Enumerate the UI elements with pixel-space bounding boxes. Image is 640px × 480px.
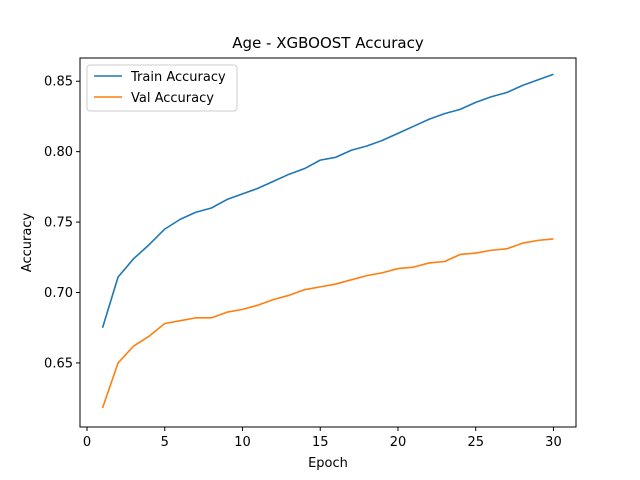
legend-label-train: Train Accuracy	[130, 70, 226, 85]
series-line-val-accuracy	[101, 238, 554, 409]
chart-title: Age - XGBOOST Accuracy	[232, 34, 424, 52]
x-tick-label: 30	[545, 435, 562, 450]
plot-lines	[101, 73, 554, 409]
x-tick-label: 20	[390, 435, 407, 450]
y-tick-label: 0.85	[44, 75, 73, 90]
series-line-train-accuracy	[101, 73, 554, 328]
x-tick-label: 5	[161, 435, 169, 450]
y-tick-label: 0.75	[44, 216, 73, 231]
x-tick-label: 10	[234, 435, 251, 450]
x-axis-label: Epoch	[308, 456, 348, 471]
x-tick-label: 25	[467, 435, 484, 450]
plot-frame	[79, 57, 577, 428]
y-tick-label: 0.80	[44, 145, 73, 160]
y-axis-ticks: 0.65 0.70 0.75 0.80 0.85	[44, 75, 80, 371]
y-tick-label: 0.70	[44, 286, 73, 301]
legend-label-val: Val Accuracy	[131, 91, 214, 106]
legend-box	[86, 64, 238, 112]
x-tick-label: 0	[83, 435, 91, 450]
y-axis-label: Accuracy	[20, 213, 35, 273]
x-tick-label: 15	[312, 435, 329, 450]
y-tick-label: 0.65	[44, 356, 73, 371]
x-axis-ticks: 0 5 10 15 20 25 30	[83, 427, 562, 450]
legend: Train Accuracy Val Accuracy	[86, 64, 238, 112]
